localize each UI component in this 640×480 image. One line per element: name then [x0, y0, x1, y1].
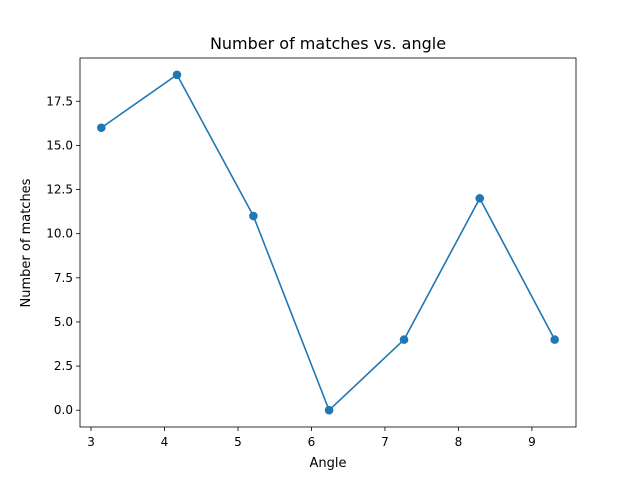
x-tick-label: 9: [528, 435, 536, 449]
x-tick-label: 3: [87, 435, 95, 449]
data-point: [172, 70, 182, 80]
data-point: [249, 211, 258, 221]
y-tick-label: 0.0: [54, 403, 73, 417]
x-tick-label: 7: [381, 435, 389, 449]
y-tick-label: 15.0: [46, 138, 73, 152]
plot-area: 3 4 5 6 7 8 9 0.0 2.5 5.0 7.5 10.0 12.5 15.0 17.5: [46, 57, 577, 449]
x-tick-label: 8: [455, 435, 463, 449]
y-tick-label: 7.5: [54, 271, 73, 285]
y-tick-label: 17.5: [46, 94, 73, 108]
x-axis-label: Angle: [310, 456, 347, 471]
data-point: [97, 123, 106, 133]
data-point: [550, 335, 559, 344]
y-tick-label: 10.0: [46, 227, 73, 241]
y-tick-label: 2.5: [54, 359, 73, 373]
y-axis-label: Number of matches: [19, 178, 34, 307]
data-point: [324, 405, 334, 415]
y-tick-label: 5.0: [54, 315, 73, 329]
data-point: [399, 335, 409, 344]
chart-title: Number of matches vs. angle: [210, 34, 446, 53]
x-tick-label: 6: [308, 435, 316, 449]
x-tick-label: 4: [161, 435, 169, 449]
y-tick-label: 12.5: [46, 183, 73, 197]
data-point: [475, 194, 485, 203]
x-tick-label: 5: [234, 435, 242, 449]
axes-frame: [79, 57, 577, 428]
